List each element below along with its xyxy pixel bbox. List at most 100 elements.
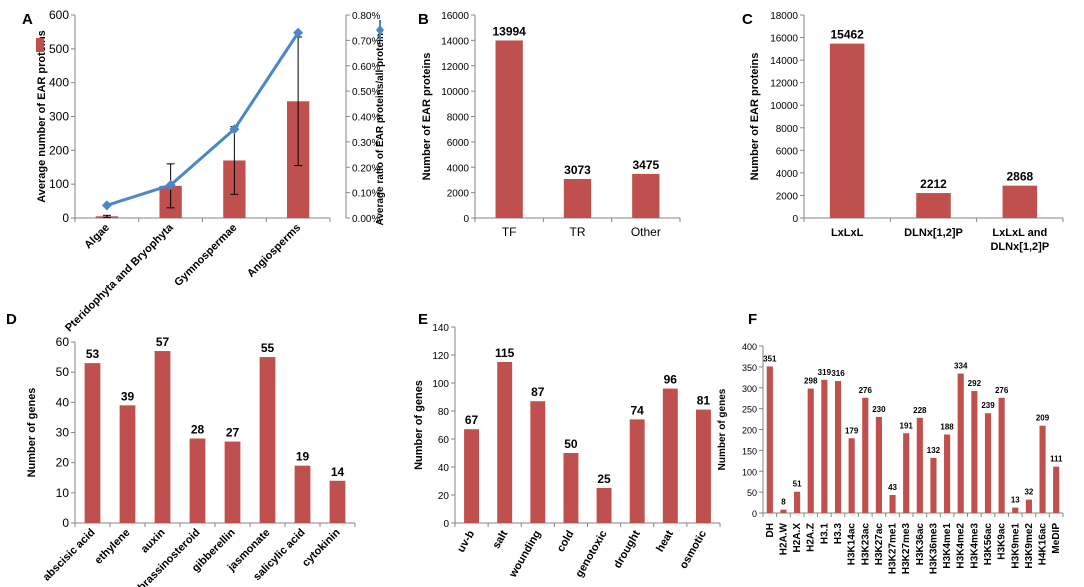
y-tick-label: 300 — [49, 110, 69, 124]
y-tick-label: 400 — [742, 342, 757, 352]
y-tick-label: 300 — [742, 384, 757, 394]
bar — [957, 373, 964, 513]
bar — [596, 488, 612, 523]
bar — [930, 457, 937, 513]
y-tick-label: 20 — [56, 456, 70, 470]
category-label-line: Other — [631, 225, 661, 239]
category-label: genotoxic — [573, 529, 609, 580]
data-label: 28 — [191, 423, 205, 437]
category-label: H3K4me3 — [969, 523, 980, 569]
y2-tick-label: 0.40% — [352, 113, 380, 124]
y-axis-title: Number of genes — [26, 388, 38, 478]
category-label: cytokinin — [300, 526, 343, 569]
bar — [1012, 507, 1019, 513]
bar — [632, 173, 660, 218]
y-tick-label: 14000 — [441, 36, 469, 47]
y-tick-label: 0 — [463, 214, 469, 225]
legend-bar-marker — [36, 38, 44, 52]
data-label: 15462 — [830, 28, 864, 42]
y-tick-label: 100 — [742, 467, 757, 477]
category-label: brassinosteroid — [136, 527, 203, 587]
data-label: 319 — [818, 368, 832, 377]
y2-tick-label: 0.30% — [352, 138, 380, 149]
data-label: 351 — [763, 354, 777, 363]
category-label: H3K27me3 — [901, 523, 912, 575]
y-tick-label: 16000 — [441, 11, 469, 22]
data-label: 276 — [859, 386, 873, 395]
y-tick-label: 120 — [432, 351, 449, 362]
data-label: 27 — [226, 426, 240, 440]
data-label: 57 — [156, 335, 170, 349]
y-axis-title: Number of genes — [413, 380, 425, 470]
y-tick-label: 150 — [742, 446, 757, 456]
category-label: uv-b — [455, 528, 477, 554]
bar — [848, 438, 855, 513]
data-label: 316 — [831, 369, 845, 378]
data-label: 14 — [331, 465, 345, 479]
category-label: H3K27ac — [874, 523, 885, 566]
category-label: ethylene — [93, 527, 133, 567]
bar — [998, 397, 1005, 513]
category-label: H3K9ac — [997, 523, 1008, 560]
series-point — [293, 27, 304, 38]
bar — [834, 381, 842, 513]
y-tick-label: 0 — [62, 516, 69, 530]
bar — [495, 40, 523, 218]
y-axis-title: Average number of EAR proteins — [36, 30, 48, 203]
y-tick-label: 80 — [438, 407, 450, 418]
bar — [329, 480, 346, 523]
y-tick-label: 2000 — [776, 191, 799, 202]
data-label: 298 — [804, 377, 818, 386]
bar — [971, 391, 978, 513]
bar — [224, 441, 241, 523]
bar — [903, 433, 910, 513]
y-tick-label: 12000 — [441, 62, 469, 73]
data-label: 230 — [872, 405, 886, 414]
data-label: 3475 — [632, 158, 659, 172]
data-label: 188 — [940, 423, 954, 432]
data-label: 191 — [900, 421, 914, 430]
data-label: 228 — [913, 406, 927, 415]
category-label: H3K9me1 — [1010, 523, 1021, 569]
panel-letter: A — [22, 11, 33, 28]
category-label: H3K4me2 — [956, 523, 967, 569]
category-label: H3.1 — [819, 523, 830, 545]
data-label: 74 — [631, 403, 645, 417]
y-tick-label: 20 — [438, 491, 450, 502]
bar — [563, 453, 579, 523]
panel-letter: E — [418, 311, 428, 328]
y-tick-label: 500 — [49, 42, 69, 56]
category-label: heat — [654, 528, 676, 554]
y-tick-label: 0 — [792, 214, 798, 225]
bar — [821, 379, 828, 513]
bar — [944, 434, 951, 513]
category-label: H3K9me2 — [1024, 523, 1035, 569]
category-label: Algae — [82, 222, 112, 252]
bar — [807, 388, 814, 513]
y-tick-label: 200 — [742, 426, 757, 436]
bar — [766, 366, 773, 513]
category-label: H3K27me1 — [888, 523, 899, 575]
data-label: 50 — [564, 437, 578, 451]
y-tick-label: 100 — [49, 177, 69, 191]
data-label: 292 — [968, 379, 982, 388]
data-label: 32 — [1024, 488, 1033, 497]
category-label-line: TF — [502, 225, 517, 239]
y-tick-label: 60 — [56, 335, 70, 349]
category-label: Other — [631, 225, 661, 239]
data-label: 2212 — [920, 177, 947, 191]
bar — [794, 491, 801, 513]
category-label: H2A.X — [792, 523, 803, 553]
y-tick-label: 6000 — [776, 146, 799, 157]
category-label: salt — [490, 528, 510, 551]
y2-tick-label: 0.80% — [352, 11, 380, 22]
y-tick-label: 40 — [438, 463, 450, 474]
y-tick-label: 16000 — [770, 34, 798, 45]
y-tick-label: 6000 — [447, 138, 470, 149]
data-label: 96 — [664, 373, 678, 387]
category-label-line: LxLxL and — [992, 227, 1047, 239]
y-tick-label: 8000 — [447, 113, 470, 124]
bar — [1039, 425, 1046, 513]
data-label: 111 — [1050, 455, 1063, 464]
